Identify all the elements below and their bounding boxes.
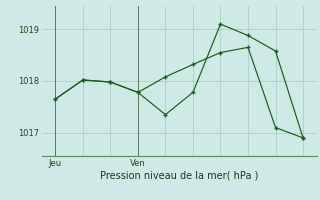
X-axis label: Pression niveau de la mer( hPa ): Pression niveau de la mer( hPa ) [100,171,258,181]
